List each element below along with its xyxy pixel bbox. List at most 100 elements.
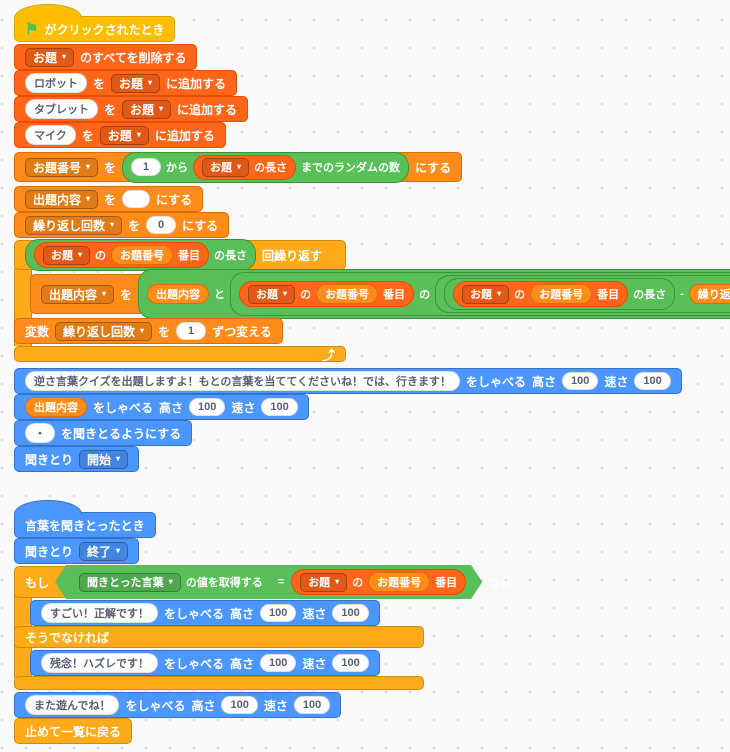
- variable-dropdown[interactable]: お題番号 ▾: [25, 157, 99, 177]
- list-dropdown[interactable]: お題 ▾: [122, 99, 172, 119]
- when-flag-clicked-hat[interactable]: ⚑ がクリックされたとき: [14, 4, 176, 42]
- heard-word-dropdown[interactable]: 聞きとった言葉 ▾: [79, 573, 181, 592]
- variable-reporter[interactable]: 出題内容: [25, 397, 87, 417]
- variable-reporter[interactable]: お題番号: [316, 284, 379, 304]
- add-to-list-block[interactable]: タブレット を お題 ▾ に追加する: [14, 96, 249, 122]
- list-dropdown[interactable]: お題 ▾: [111, 73, 161, 93]
- list-dropdown[interactable]: お題 ▾: [462, 284, 510, 304]
- set-variable-join-block[interactable]: 出題内容 ▾ を 出題内容 と お題 ▾ の お題番号 番目 の お題 ▾ の お題番…: [30, 269, 730, 319]
- item-input[interactable]: マイク: [25, 125, 76, 145]
- delete-all-of-list-block[interactable]: お題 ▾ のすべてを削除する: [14, 44, 198, 70]
- pitch-input[interactable]: 100: [260, 654, 297, 672]
- variable-dropdown[interactable]: 出題内容 ▾: [25, 189, 99, 209]
- dropdown-value: 開始: [87, 452, 112, 467]
- value-input[interactable]: 0: [146, 216, 177, 234]
- label: なら: [488, 575, 513, 590]
- item-of-list-reporter[interactable]: お題 ▾ の お題番号 番目: [239, 281, 415, 307]
- listen-mode-dropdown[interactable]: 終了 ▾: [79, 541, 129, 561]
- add-to-list-block[interactable]: マイク を お題 ▾ に追加する: [14, 122, 226, 148]
- dropdown-value: お題: [256, 289, 279, 301]
- list-dropdown[interactable]: お題 ▾: [300, 573, 347, 592]
- set-variable-block[interactable]: 繰り返し回数 ▾ を 0 にする: [14, 212, 230, 238]
- item-of-list-reporter[interactable]: お題 ▾ の お題番号 番目: [291, 569, 466, 595]
- speech-text-input[interactable]: また遊んでね！: [25, 695, 120, 715]
- else-bar[interactable]: そうでなければ: [14, 626, 424, 648]
- set-variable-random-block[interactable]: お題番号 ▾ を 1 から お題 ▾ の長さ までのランダムの数 にする: [14, 151, 463, 183]
- list-dropdown[interactable]: お題 ▾: [202, 157, 250, 177]
- speech-text-input[interactable]: 残念！ハズレです！: [41, 653, 158, 673]
- speak-block[interactable]: 逆さ言葉クイズを出題しますよ！もとの言葉を当ててくださいね！では、行きます！ を…: [14, 368, 682, 394]
- dropdown-value: 繰り返し回数: [63, 324, 136, 339]
- item-of-list-reporter[interactable]: お題 ▾ の お題番号 番目: [34, 242, 210, 268]
- if-block-footer[interactable]: [14, 676, 424, 690]
- item-input[interactable]: タブレット: [25, 99, 98, 119]
- speed-input[interactable]: 100: [332, 604, 369, 622]
- item-input[interactable]: ロボット: [25, 73, 87, 93]
- add-to-list-block[interactable]: ロボット を お題 ▾ に追加する: [14, 70, 238, 96]
- pitch-input[interactable]: 100: [260, 604, 297, 622]
- subtract-reporter[interactable]: お題 ▾ の お題番号 番目 の長さ - 繰り返し回数: [435, 275, 730, 313]
- listen-end-block[interactable]: 聞きとり 終了 ▾: [14, 538, 140, 564]
- speak-block[interactable]: 出題内容 をしゃべる 高さ 100 速さ 100: [14, 394, 309, 420]
- variable-dropdown[interactable]: 繰り返し回数 ▾: [55, 321, 153, 341]
- variable-dropdown[interactable]: 繰り返し回数 ▾: [25, 215, 123, 235]
- variable-reporter[interactable]: お題番号: [530, 284, 593, 304]
- list-dropdown[interactable]: お題 ▾: [99, 125, 149, 145]
- loop-arrow-icon: ⤴: [321, 347, 335, 363]
- pitch-input[interactable]: 100: [562, 372, 599, 390]
- speed-input[interactable]: 100: [261, 398, 298, 416]
- speed-input[interactable]: 100: [293, 696, 331, 714]
- chevron-down-icon: ▾: [148, 78, 153, 87]
- length-of-string-reporter[interactable]: お題 ▾ の お題番号 番目 の長さ: [25, 239, 257, 271]
- letter-of-reporter[interactable]: お題 ▾ の お題番号 番目 の お題 ▾ の お題番号 番目 の長さ - 繰り返し…: [230, 272, 730, 316]
- speak-block[interactable]: また遊んでね！ をしゃべる 高さ 100 速さ 100: [14, 692, 342, 718]
- speak-block[interactable]: すごい！正解です！ をしゃべる 高さ 100 速さ 100: [30, 600, 380, 626]
- label: の: [514, 289, 526, 301]
- random-number-reporter[interactable]: 1 から お題 ▾ の長さ までのランダムの数: [122, 151, 410, 183]
- listen-enable-block[interactable]: ・ を聞きとるようにする: [14, 420, 193, 446]
- set-variable-block[interactable]: 出題内容 ▾ を にする: [14, 186, 204, 212]
- label: にする: [156, 192, 193, 207]
- list-dropdown[interactable]: お題 ▾: [248, 284, 296, 304]
- value-input[interactable]: [122, 190, 151, 208]
- heard-word-value-reporter[interactable]: 聞きとった言葉 ▾ の値を取得する: [71, 571, 271, 594]
- chevron-down-icon: ▾: [78, 250, 83, 259]
- list-dropdown[interactable]: お題 ▾: [43, 245, 91, 265]
- listen-start-block[interactable]: 聞きとり 開始 ▾: [14, 446, 140, 472]
- listen-mode-dropdown[interactable]: 開始 ▾: [79, 449, 129, 469]
- speak-block[interactable]: 残念！ハズレです！ をしゃべる 高さ 100 速さ 100: [30, 650, 380, 676]
- variable-reporter[interactable]: 繰り返し回数: [688, 284, 730, 304]
- pitch-input[interactable]: 100: [189, 398, 226, 416]
- speech-text-input[interactable]: すごい！正解です！: [41, 603, 158, 623]
- listen-word-input[interactable]: ・: [25, 423, 55, 443]
- variable-dropdown[interactable]: 出題内容 ▾: [41, 284, 115, 304]
- chevron-down-icon: ▾: [497, 289, 502, 298]
- repeat-block-header[interactable]: お題 ▾ の お題番号 番目 の長さ 回繰り返す: [14, 239, 346, 271]
- length-of-list-reporter[interactable]: お題 ▾ の長さ: [193, 154, 297, 180]
- length-of-string-reporter[interactable]: お題 ▾ の お題番号 番目 の長さ: [444, 278, 676, 310]
- if-block-header[interactable]: もし 聞きとった言葉 ▾ の値を取得する = お題 ▾ の お題番号 番目 なら: [14, 566, 512, 598]
- step-input[interactable]: 1: [176, 322, 207, 340]
- speed-input[interactable]: 100: [332, 654, 369, 672]
- label: に追加する: [177, 102, 238, 117]
- chevron-down-icon: ▾: [237, 162, 242, 171]
- dropdown-value: 繰り返し回数: [33, 218, 106, 233]
- variable-reporter[interactable]: 出題内容: [147, 284, 210, 304]
- label: までのランダムの数: [301, 162, 401, 174]
- variable-reporter[interactable]: お題番号: [368, 572, 430, 592]
- speed-input[interactable]: 100: [634, 372, 671, 390]
- when-word-heard-hat[interactable]: 言葉を聞きとったとき: [14, 500, 156, 538]
- stop-and-return-block[interactable]: 止めて一覧に戻る: [14, 718, 133, 744]
- change-variable-block[interactable]: 変数 繰り返し回数 ▾ を 1 ずつ変える: [14, 318, 283, 344]
- variable-reporter[interactable]: お題番号: [111, 245, 174, 265]
- equals-condition[interactable]: 聞きとった言葉 ▾ の値を取得する = お題 ▾ の お題番号 番目: [55, 565, 482, 599]
- from-input[interactable]: 1: [131, 158, 162, 176]
- join-reporter[interactable]: 出題内容 と お題 ▾ の お題番号 番目 の お題 ▾ の お題番号 番目 の長さ: [138, 269, 730, 319]
- speech-text-input[interactable]: 逆さ言葉クイズを出題しますよ！もとの言葉を当ててくださいね！では、行きます！: [25, 371, 461, 391]
- chevron-down-icon: ▾: [283, 289, 288, 298]
- repeat-block-footer[interactable]: ⤴: [14, 346, 346, 363]
- pitch-input[interactable]: 100: [221, 696, 258, 714]
- item-of-list-reporter[interactable]: お題 ▾ の お題番号 番目: [453, 281, 629, 307]
- chevron-down-icon: ▾: [102, 289, 107, 298]
- list-dropdown[interactable]: お題 ▾: [25, 47, 75, 67]
